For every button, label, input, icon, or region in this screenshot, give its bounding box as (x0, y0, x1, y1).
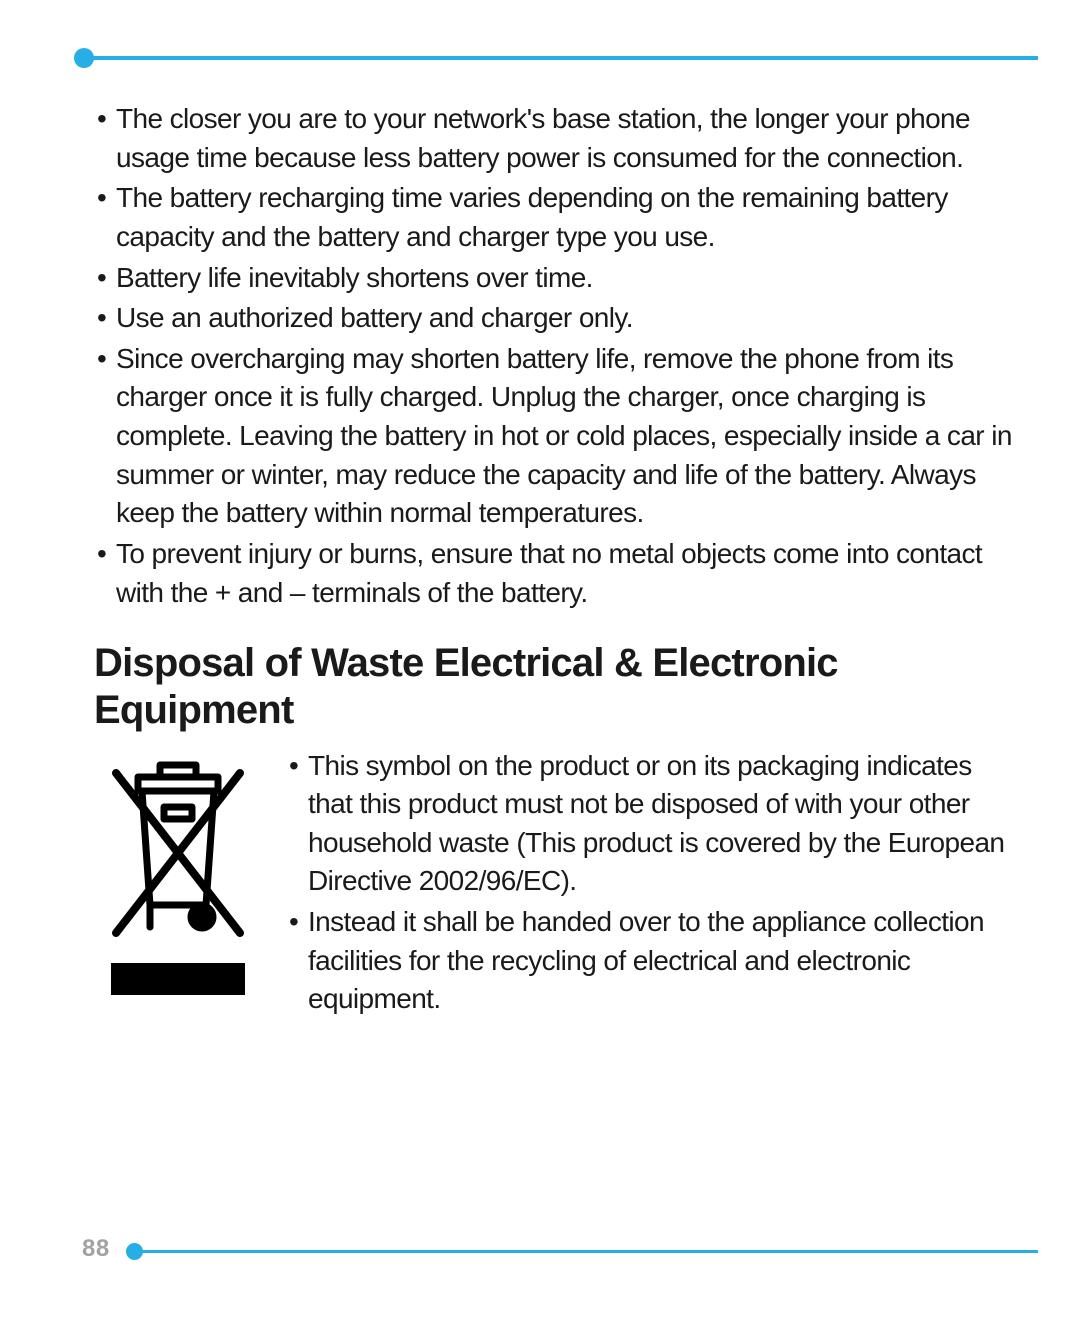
list-item: The battery recharging time varies depen… (94, 179, 1020, 256)
list-item: Use an authorized battery and charger on… (94, 299, 1020, 338)
list-item: This symbol on the product or on its pac… (286, 747, 1020, 902)
top-rule (80, 56, 1038, 60)
weee-symbol (98, 755, 258, 995)
disposal-row: This symbol on the product or on its pac… (94, 747, 1020, 1021)
list-item: To prevent injury or burns, ensure that … (94, 535, 1020, 612)
weee-underbar (111, 963, 245, 995)
list-item: Since overcharging may shorten battery l… (94, 340, 1020, 533)
page-content: The closer you are to your network's bas… (94, 100, 1020, 1021)
disposal-text: This symbol on the product or on its pac… (286, 747, 1020, 1021)
list-item: Instead it shall be handed over to the a… (286, 903, 1020, 1019)
page-number: 88 (82, 1235, 110, 1263)
list-item: The closer you are to your network's bas… (94, 100, 1020, 177)
bottom-rule (134, 1250, 1038, 1253)
list-item: Battery life inevitably shortens over ti… (94, 259, 1020, 298)
battery-bullet-list: The closer you are to your network's bas… (94, 100, 1020, 612)
weee-crossed-bin-icon (98, 755, 258, 945)
top-rule-dot (74, 48, 94, 68)
disposal-bullet-list: This symbol on the product or on its pac… (286, 747, 1020, 1019)
disposal-heading: Disposal of Waste Electrical & Electroni… (94, 640, 1020, 734)
